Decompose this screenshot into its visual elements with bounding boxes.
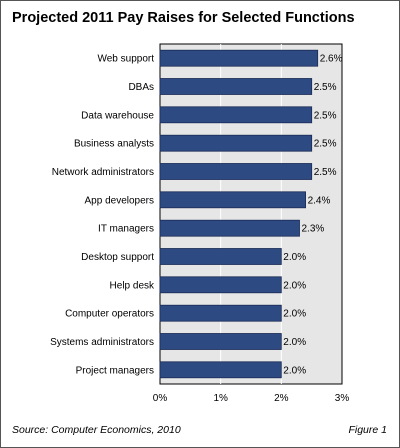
category-label: Computer operators	[65, 309, 154, 320]
figure-label: Figure 1	[348, 424, 387, 436]
value-label: 2.0%	[283, 280, 306, 291]
category-label: DBAs	[128, 82, 154, 93]
value-label: 2.0%	[283, 337, 306, 348]
bar	[159, 134, 313, 152]
x-tick-label: 3%	[335, 393, 350, 404]
value-label: 2.5%	[314, 167, 337, 178]
category-label: Network administrators	[52, 167, 154, 178]
bar	[159, 304, 282, 322]
bar	[159, 219, 300, 237]
category-labels: Web support DBAs Data warehouse Business an…	[50, 54, 155, 377]
x-tick-labels: 0% 1% 2% 3%	[153, 393, 350, 404]
value-label: 2.0%	[283, 309, 306, 320]
source-note: Source: Computer Economics, 2010	[12, 424, 181, 436]
bar	[159, 248, 282, 265]
value-label: 2.0%	[283, 365, 306, 376]
bar	[159, 78, 313, 95]
bar	[159, 276, 282, 294]
value-label: 2.6%	[320, 54, 343, 65]
bar	[159, 191, 307, 209]
chart-title: Projected 2011 Pay Raises for Selected F…	[12, 10, 355, 26]
category-label: Web support	[97, 54, 154, 65]
value-label: 2.5%	[314, 110, 337, 121]
bar	[159, 163, 313, 180]
x-tick-label: 2%	[274, 393, 289, 404]
category-label: Help desk	[110, 280, 155, 291]
x-tick-label: 1%	[213, 393, 228, 404]
gridlines	[220, 44, 282, 384]
category-label: App developers	[85, 195, 155, 206]
bar	[159, 333, 282, 350]
category-label: Data warehouse	[81, 110, 154, 121]
bars	[159, 49, 319, 379]
category-label: IT managers	[98, 224, 154, 235]
category-label: Systems administrators	[50, 337, 154, 348]
bar	[159, 361, 282, 379]
value-label: 2.5%	[314, 139, 337, 150]
category-label: Business analysts	[74, 139, 154, 150]
value-label: 2.5%	[314, 82, 337, 93]
plot-area	[159, 43, 343, 385]
category-label: Desktop support	[81, 252, 154, 263]
value-labels: 2.6% 2.5% 2.5% 2.5% 2.5% 2.4% 2.3% 2.0% 2.0% 2.0%…	[283, 54, 342, 377]
value-label: 2.4%	[308, 195, 331, 206]
value-label: 2.3%	[302, 224, 325, 235]
value-label: 2.0%	[283, 252, 306, 263]
category-label: Project managers	[76, 365, 154, 376]
bar	[159, 49, 319, 67]
bar	[159, 106, 313, 124]
x-tick-label: 0%	[153, 393, 168, 404]
